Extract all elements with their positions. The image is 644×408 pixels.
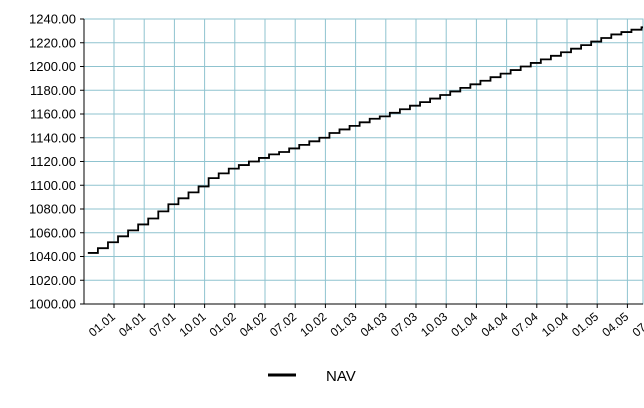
legend: NAV [268,368,356,385]
y-tick-label: 1140.00 [30,130,76,145]
series-line-nav [87,26,643,254]
x-axis-ticks: 01.0104.0107.0110.0101.0204.0207.0210.02… [86,309,644,339]
y-tick-label: 1120.00 [30,154,76,169]
grid [83,18,644,305]
y-tick-label: 1240.00 [29,12,76,27]
x-tick-label: 01.05 [569,309,601,339]
x-tick-label: 01.04 [448,309,480,339]
y-tick-label: 1100.00 [30,178,76,193]
x-tick-label: 07.01 [146,309,178,339]
x-tick-label: 01.03 [328,309,360,339]
y-tick-label: 1180.00 [30,83,76,98]
x-tick-label: 04.01 [116,309,148,339]
x-tick-label: 01.02 [207,309,239,339]
x-tick-label: 07.02 [267,309,299,339]
x-tick-label: 04.05 [599,309,631,339]
x-tick-label: 10.02 [297,309,329,339]
x-tick-label: 07.03 [388,309,420,339]
x-tick-label: 04.03 [358,309,390,339]
x-tick-label: 04.04 [479,309,511,339]
x-tick-label: 10.04 [539,309,571,339]
y-tick-label: 1000.00 [29,297,76,312]
y-tick-label: 1020.00 [29,273,76,288]
x-tick-label: 04.02 [237,309,269,339]
x-tick-label: 10.03 [418,309,450,339]
x-tick-label: 01.01 [86,309,118,339]
y-tick-label: 1060.00 [29,225,76,240]
y-axis-ticks: 1000.00 1020.00 1040.00 1060.00 1080.00 1100.… [29,12,76,312]
y-tick-label: 1080.00 [29,202,76,217]
series-layer [87,26,643,254]
legend-label-nav: NAV [326,368,356,385]
x-tick-label: 07.05 [630,309,644,339]
y-tick-label: 1040.00 [29,249,76,264]
x-tick-label: 10.01 [177,309,209,339]
y-tick-label: 1220.00 [29,35,76,50]
axes [80,18,643,308]
x-tick-label: 07.04 [509,309,541,339]
y-tick-label: 1160.00 [30,107,76,122]
y-tick-label: 1200.00 [29,59,76,74]
